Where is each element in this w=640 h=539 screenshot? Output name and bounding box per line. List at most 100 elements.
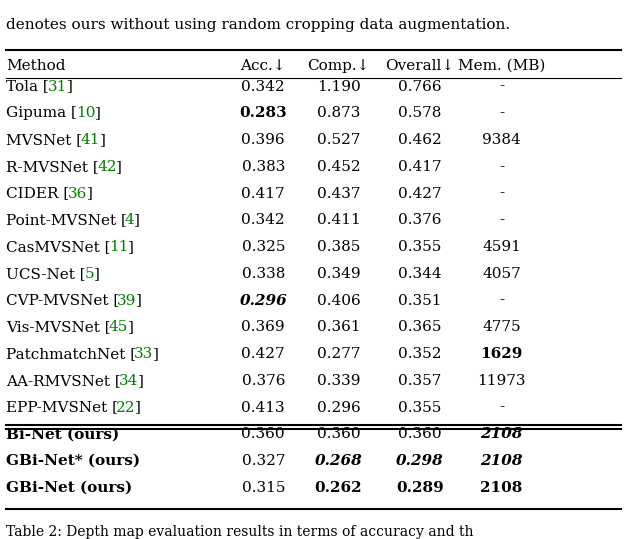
Text: 2108: 2108 xyxy=(480,427,523,441)
Text: 0.365: 0.365 xyxy=(398,320,442,334)
Text: CIDER [: CIDER [ xyxy=(6,186,70,201)
Text: 1629: 1629 xyxy=(481,347,523,361)
Text: 0.376: 0.376 xyxy=(398,213,442,227)
Text: denotes ours without using random cropping data augmentation.: denotes ours without using random croppi… xyxy=(6,18,510,32)
Text: 0.376: 0.376 xyxy=(241,374,285,388)
Text: 0.338: 0.338 xyxy=(242,267,285,281)
Text: 0.289: 0.289 xyxy=(396,481,444,495)
Text: 4775: 4775 xyxy=(482,320,521,334)
Text: 0.406: 0.406 xyxy=(317,294,360,308)
Text: GBi-Net* (ours): GBi-Net* (ours) xyxy=(6,454,140,468)
Text: 0.360: 0.360 xyxy=(398,427,442,441)
Text: 0.396: 0.396 xyxy=(241,133,285,147)
Text: Gipuma [: Gipuma [ xyxy=(6,106,77,120)
Text: 45: 45 xyxy=(109,320,128,334)
Text: 39: 39 xyxy=(117,294,136,308)
Text: 41: 41 xyxy=(81,133,100,147)
Text: 0.352: 0.352 xyxy=(398,347,442,361)
Text: ]: ] xyxy=(128,240,134,254)
Text: ]: ] xyxy=(152,347,159,361)
Text: 0.262: 0.262 xyxy=(315,481,362,495)
Text: 0.766: 0.766 xyxy=(398,80,442,94)
Text: 0.315: 0.315 xyxy=(241,481,285,495)
Text: 0.355: 0.355 xyxy=(398,400,442,414)
Text: 0.578: 0.578 xyxy=(398,106,442,120)
Text: 0.383: 0.383 xyxy=(242,160,285,174)
Text: ]: ] xyxy=(87,186,93,201)
Text: Tola [: Tola [ xyxy=(6,80,49,94)
Text: 11973: 11973 xyxy=(477,374,526,388)
Text: 9384: 9384 xyxy=(482,133,521,147)
Text: 4591: 4591 xyxy=(482,240,521,254)
Text: Mem. (MB): Mem. (MB) xyxy=(458,59,545,73)
Text: Table 2: Depth map evaluation results in terms of accuracy and th: Table 2: Depth map evaluation results in… xyxy=(6,525,474,539)
Text: 0.417: 0.417 xyxy=(241,186,285,201)
Text: -: - xyxy=(499,294,504,308)
Text: 0.462: 0.462 xyxy=(398,133,442,147)
Text: Point-MVSNet [: Point-MVSNet [ xyxy=(6,213,127,227)
Text: PatchmatchNet [: PatchmatchNet [ xyxy=(6,347,136,361)
Text: 0.344: 0.344 xyxy=(398,267,442,281)
Text: -: - xyxy=(499,106,504,120)
Text: CasMVSNet [: CasMVSNet [ xyxy=(6,240,111,254)
Text: 0.357: 0.357 xyxy=(398,374,442,388)
Text: Acc.↓: Acc.↓ xyxy=(241,59,286,73)
Text: -: - xyxy=(499,80,504,94)
Text: 11: 11 xyxy=(109,240,128,254)
Text: 42: 42 xyxy=(97,160,116,174)
Text: 31: 31 xyxy=(48,80,68,94)
Text: 0.349: 0.349 xyxy=(317,267,360,281)
Text: 36: 36 xyxy=(68,186,88,201)
Text: Bi-Net (ours): Bi-Net (ours) xyxy=(6,427,120,441)
Text: Vis-MVSNet [: Vis-MVSNet [ xyxy=(6,320,111,334)
Text: 0.369: 0.369 xyxy=(241,320,285,334)
Text: ]: ] xyxy=(93,267,100,281)
Text: ]: ] xyxy=(100,133,106,147)
Text: Overall↓: Overall↓ xyxy=(385,59,454,73)
Text: 33: 33 xyxy=(134,347,153,361)
Text: ]: ] xyxy=(67,80,73,94)
Text: -: - xyxy=(499,186,504,201)
Text: -: - xyxy=(499,160,504,174)
Text: GBi-Net (ours): GBi-Net (ours) xyxy=(6,481,132,495)
Text: 0.351: 0.351 xyxy=(398,294,442,308)
Text: UCS-Net [: UCS-Net [ xyxy=(6,267,86,281)
Text: 0.360: 0.360 xyxy=(317,427,360,441)
Text: 0.411: 0.411 xyxy=(317,213,360,227)
Text: 4: 4 xyxy=(125,213,134,227)
Text: 0.427: 0.427 xyxy=(241,347,285,361)
Text: 0.296: 0.296 xyxy=(317,400,360,414)
Text: 0.413: 0.413 xyxy=(241,400,285,414)
Text: 2108: 2108 xyxy=(480,454,523,468)
Text: -: - xyxy=(499,400,504,414)
Text: MVSNet [: MVSNet [ xyxy=(6,133,83,147)
Text: ]: ] xyxy=(136,294,142,308)
Text: R-MVSNet [: R-MVSNet [ xyxy=(6,160,99,174)
Text: 0.325: 0.325 xyxy=(241,240,285,254)
Text: 0.527: 0.527 xyxy=(317,133,360,147)
Text: 0.268: 0.268 xyxy=(315,454,362,468)
Text: ]: ] xyxy=(95,106,100,120)
Text: 0.339: 0.339 xyxy=(317,374,360,388)
Text: 0.452: 0.452 xyxy=(317,160,360,174)
Text: 0.342: 0.342 xyxy=(241,213,285,227)
Text: 0.327: 0.327 xyxy=(241,454,285,468)
Text: EPP-MVSNet [: EPP-MVSNet [ xyxy=(6,400,118,414)
Text: 0.427: 0.427 xyxy=(398,186,442,201)
Text: 2108: 2108 xyxy=(481,481,523,495)
Text: 0.283: 0.283 xyxy=(239,106,287,120)
Text: ]: ] xyxy=(138,374,143,388)
Text: 10: 10 xyxy=(76,106,95,120)
Text: Comp.↓: Comp.↓ xyxy=(307,59,370,73)
Text: 0.437: 0.437 xyxy=(317,186,360,201)
Text: 0.417: 0.417 xyxy=(398,160,442,174)
Text: CVP-MVSNet [: CVP-MVSNet [ xyxy=(6,294,120,308)
Text: 0.360: 0.360 xyxy=(241,427,285,441)
Text: 0.296: 0.296 xyxy=(239,294,287,308)
Text: ]: ] xyxy=(135,400,141,414)
Text: 1.190: 1.190 xyxy=(317,80,360,94)
Text: 0.355: 0.355 xyxy=(398,240,442,254)
Text: 0.385: 0.385 xyxy=(317,240,360,254)
Text: 0.342: 0.342 xyxy=(241,80,285,94)
Text: AA-RMVSNet [: AA-RMVSNet [ xyxy=(6,374,121,388)
